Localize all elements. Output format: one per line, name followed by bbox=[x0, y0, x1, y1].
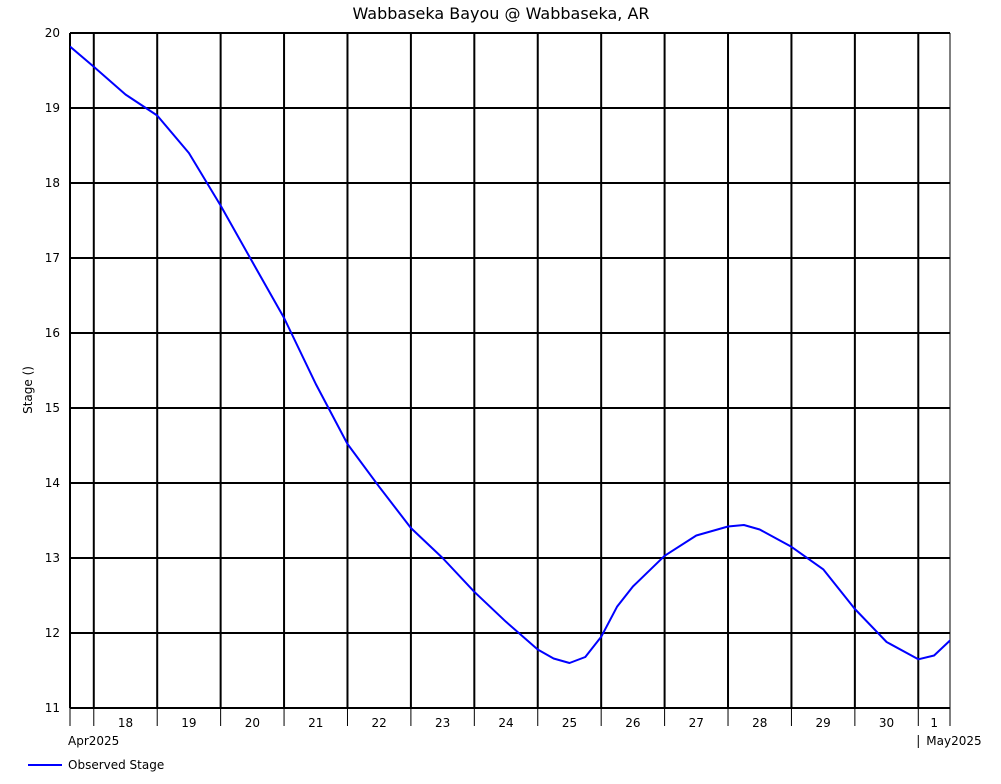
series-layer bbox=[70, 45, 950, 664]
x-day-label: 23 bbox=[435, 716, 450, 730]
x-month-label: May2025 bbox=[926, 734, 981, 748]
chart-title: Wabbaseka Bayou @ Wabbaseka, AR bbox=[352, 4, 649, 23]
x-day-label: 1 bbox=[930, 716, 938, 730]
y-tick-label: 11 bbox=[45, 701, 60, 715]
x-day-label: 26 bbox=[625, 716, 640, 730]
x-day-label: 24 bbox=[498, 716, 513, 730]
x-day-label: 25 bbox=[562, 716, 577, 730]
x-day-label: 22 bbox=[372, 716, 387, 730]
y-tick-label: 15 bbox=[45, 401, 60, 415]
x-day-label: 28 bbox=[752, 716, 767, 730]
x-month-label: Apr2025 bbox=[68, 734, 119, 748]
y-tick-label: 19 bbox=[45, 101, 60, 115]
y-tick-label: 18 bbox=[45, 176, 60, 190]
x-day-label: 20 bbox=[245, 716, 260, 730]
x-day-label: 30 bbox=[879, 716, 894, 730]
legend-label-observed-stage: Observed Stage bbox=[68, 758, 164, 772]
y-tick-label: 13 bbox=[45, 551, 60, 565]
x-day-label: 18 bbox=[118, 716, 133, 730]
y-axis-label: Stage () bbox=[21, 366, 35, 414]
grid-layer bbox=[70, 32, 950, 709]
legend: Observed Stage bbox=[28, 758, 164, 772]
y-tick-label: 12 bbox=[45, 626, 60, 640]
x-day-label: 19 bbox=[181, 716, 196, 730]
x-day-label: 21 bbox=[308, 716, 323, 730]
x-day-label: 27 bbox=[689, 716, 704, 730]
y-tick-label: 20 bbox=[45, 26, 60, 40]
y-tick-label: 16 bbox=[45, 326, 60, 340]
series-line-observed-stage bbox=[70, 45, 950, 664]
y-tick-label: 14 bbox=[45, 476, 60, 490]
x-day-label: 29 bbox=[816, 716, 831, 730]
axis-layer: 11 12 13 14 15 16 17 18 19 20 18 19 20 21 22 23 24 25 26 27… bbox=[45, 26, 982, 748]
y-tick-label: 17 bbox=[45, 251, 60, 265]
